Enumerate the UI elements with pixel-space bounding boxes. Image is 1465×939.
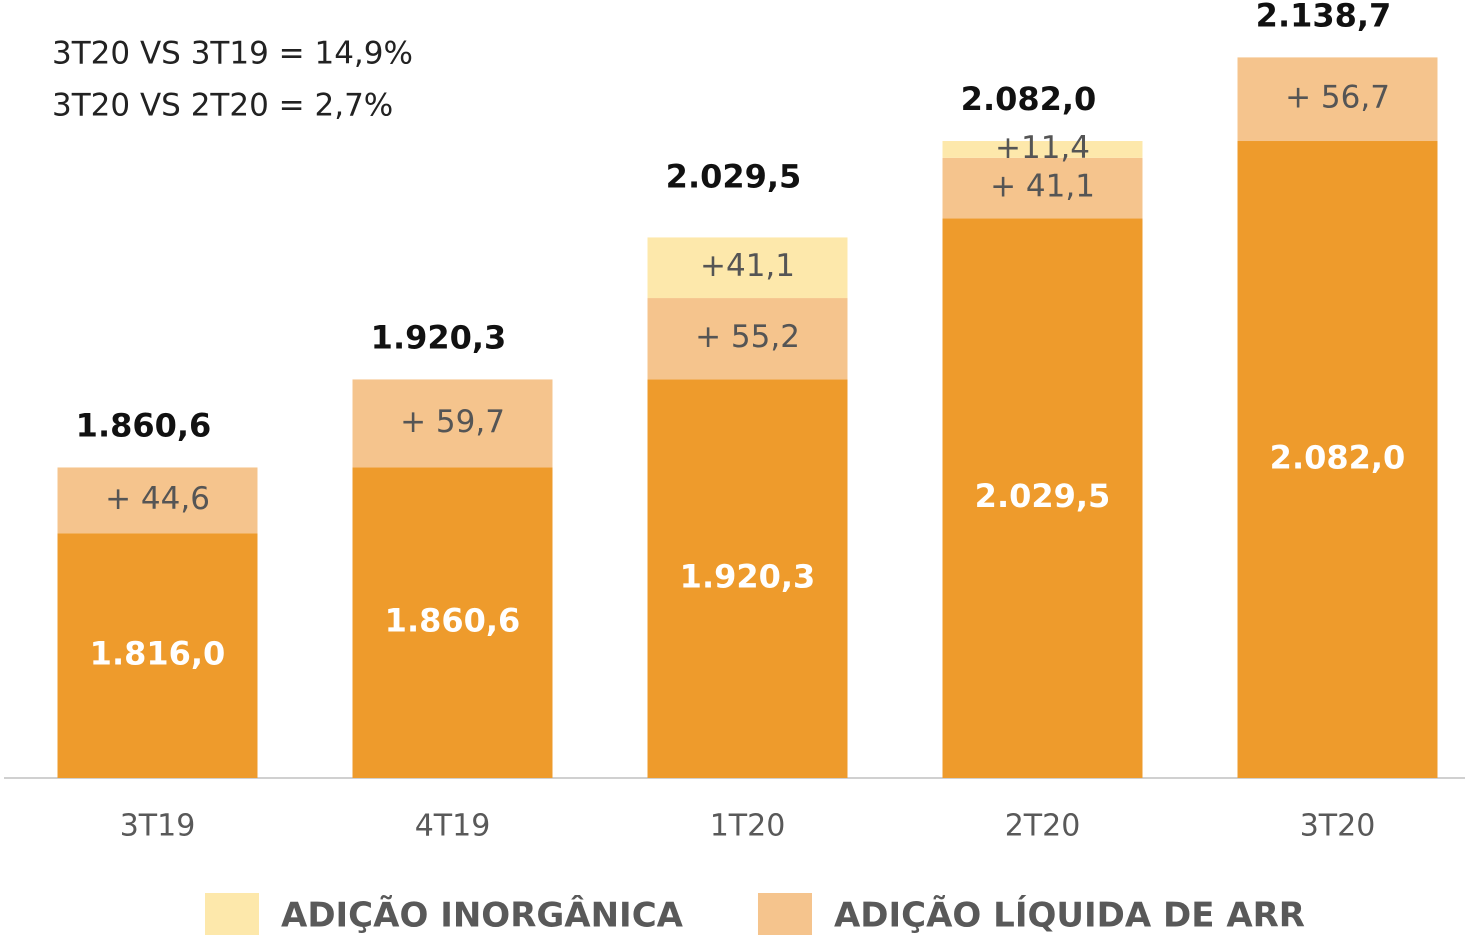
bar-segment [647, 379, 848, 778]
x-tick-label: 1T20 [710, 809, 786, 844]
legend-label: ADIÇÃO INORGÂNICA [281, 895, 684, 936]
total-label: 1.920,3 [371, 318, 507, 356]
bar-segment [1237, 141, 1438, 778]
total-label: 2.082,0 [961, 80, 1097, 118]
segment-label: + 56,7 [1285, 80, 1390, 116]
bar-segment [1237, 57, 1438, 142]
bar-value-label: 1.816,0 [90, 635, 226, 673]
segment-label: + 59,7 [400, 404, 505, 440]
total-label: 1.860,6 [76, 406, 212, 444]
bar-segment [352, 467, 553, 778]
bar-segment [57, 533, 258, 778]
segment-label: + 41,1 [990, 169, 1095, 205]
bar-segment [647, 298, 848, 380]
bar-segment [942, 141, 1143, 158]
segment-label: +11,4 [995, 130, 1090, 166]
segment-label: + 44,6 [105, 481, 210, 517]
bar-segment [942, 157, 1143, 219]
legend-swatch [205, 893, 259, 935]
bar-segment [942, 218, 1143, 778]
x-tick-label: 2T20 [1005, 809, 1081, 844]
x-tick-label: 4T19 [415, 809, 491, 844]
total-label: 2.029,5 [666, 157, 802, 195]
bar-segment [352, 379, 553, 468]
x-tick-label: 3T20 [1300, 809, 1376, 844]
bar-value-label: 2.082,0 [1270, 439, 1406, 477]
segment-label: +41,1 [700, 248, 795, 284]
legend-label: ADIÇÃO LÍQUIDA DE ARR [834, 895, 1305, 936]
annotation: 3T20 VS 2T20 = 2,7% [52, 88, 393, 124]
bar-value-label: 1.920,3 [680, 558, 816, 596]
x-tick-label: 3T19 [120, 809, 196, 844]
bar-value-label: 2.029,5 [975, 477, 1111, 515]
total-label: 2.138,7 [1256, 0, 1392, 34]
bar-segment [647, 237, 848, 299]
legend-swatch [757, 893, 812, 935]
bar-segment [57, 467, 258, 534]
segment-label: + 55,2 [695, 319, 800, 355]
annotation: 3T20 VS 3T19 = 14,9% [52, 36, 413, 72]
bar-value-label: 1.860,6 [385, 602, 521, 640]
